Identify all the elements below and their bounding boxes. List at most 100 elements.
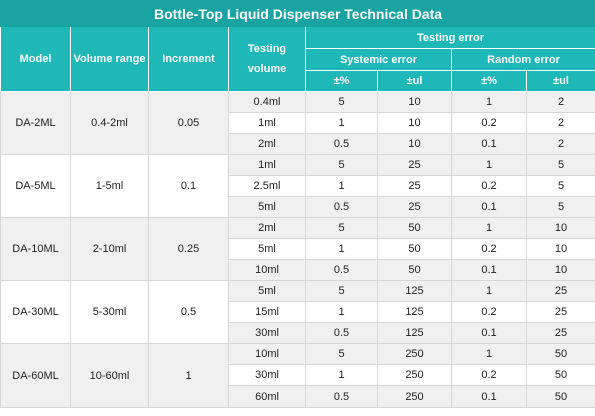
random-ul-cell: 2 [525,112,595,134]
systemic-ul-cell: 125 [377,280,452,302]
table-row: DA-2ML 0.4-2ml 0.05 0.4ml 5 10 1 2 [0,91,595,155]
increment-cell: 0.05 [148,91,229,155]
systemic-ul-cell: 10 [377,112,452,134]
random-ul-cell: 50 [525,385,595,408]
random-pct-cell: 1 [451,217,527,239]
header-random-error: Random error [450,48,595,71]
increment-cell: 0.5 [148,280,229,344]
header-systemic-ul: ±ul [377,70,452,92]
random-pct-cell: 0.2 [451,112,527,134]
random-pct-cell: 0.2 [451,175,527,197]
random-ul-cell: 5 [525,196,595,218]
volume-range-cell: 5-30ml [70,280,149,344]
header-systemic-pct: ±% [305,70,378,92]
random-pct-cell: 0.1 [451,322,527,344]
table-row: 30ml 1 250 0.2 50 [1,364,595,386]
testing-volume-cell: 5ml [228,280,306,302]
random-pct-cell: 0.1 [451,196,527,218]
systemic-pct-cell: 1 [305,301,378,323]
model-cell: DA-5ML [0,154,71,218]
systemic-ul-cell: 25 [377,175,452,197]
random-ul-cell: 25 [525,301,595,323]
systemic-pct-cell: 5 [305,217,378,239]
systemic-pct-cell: 0.5 [305,259,378,281]
random-ul-cell: 25 [525,280,595,302]
systemic-pct-cell: 1 [305,175,378,197]
random-pct-cell: 0.2 [451,364,527,386]
random-ul-cell: 2 [525,133,595,155]
random-pct-cell: 1 [451,154,527,176]
random-pct-cell: 0.2 [451,238,527,260]
testing-volume-cell: 30ml [228,364,306,386]
volume-range-cell: 0.4-2ml [70,91,149,155]
systemic-pct-cell: 0.5 [305,385,378,408]
testing-volume-cell: 5ml [228,238,306,260]
systemic-ul-cell: 25 [377,154,452,176]
random-pct-cell: 1 [451,91,527,113]
testing-volume-cell: 2ml [228,133,306,155]
testing-volume-cell: 1ml [228,112,306,134]
model-cell: DA-60ML [0,343,71,408]
systemic-pct-cell: 5 [305,154,378,176]
random-pct-cell: 0.1 [451,385,527,408]
systemic-ul-cell: 125 [377,322,452,344]
testing-volume-cell: 0.4ml [228,91,306,113]
random-ul-cell: 5 [525,175,595,197]
systemic-ul-cell: 50 [377,238,452,260]
testing-volume-cell: 2ml [228,217,306,239]
random-ul-cell: 10 [525,259,595,281]
volume-range-cell: 2-10ml [70,217,149,281]
table-row: DA-30ML 5-30ml 0.5 5ml 5 125 1 25 [0,280,595,344]
volume-range-cell: 1-5ml [70,154,149,218]
table-title: Bottle-Top Liquid Dispenser Technical Da… [0,0,595,27]
random-pct-cell: 1 [451,280,527,302]
increment-cell: 1 [148,343,229,408]
systemic-ul-cell: 10 [377,91,452,113]
systemic-pct-cell: 1 [305,238,378,260]
testing-volume-cell: 1ml [228,154,306,176]
header-increment-label: Increment [162,53,215,65]
systemic-ul-cell: 50 [377,259,452,281]
table-row: 60ml 0.5 250 0.1 50 [1,385,595,408]
random-pct-cell: 0.1 [451,259,527,281]
header-random-ul: ±ul [525,70,595,92]
testing-volume-cell: 30ml [228,322,306,344]
header-systemic-error: Systemic error [305,48,452,71]
table-row: DA-10ML 2-10ml 0.25 2ml 5 50 1 10 [0,217,595,281]
header-random-pct: ±% [451,70,527,92]
testing-volume-cell: 15ml [228,301,306,323]
testing-volume-cell: 60ml [228,385,306,408]
table-row: 15ml 1 125 0.2 25 [1,301,595,323]
table-row: DA-5ML 1-5ml 0.1 1ml 5 25 1 5 [0,154,595,218]
random-pct-cell: 0.1 [451,133,527,155]
testing-volume-cell: 10ml [228,343,306,365]
systemic-pct-cell: 0.5 [305,133,378,155]
header-testing-volume: Testing volume [228,26,306,92]
testing-volume-cell: 5ml [228,196,306,218]
systemic-ul-cell: 125 [377,301,452,323]
systemic-pct-cell: 5 [305,91,378,113]
header-model: Model [0,26,71,92]
table-row: DA-60ML 10-60ml 1 10ml 5 250 1 50 [0,343,595,408]
header-testing-error: Testing error [304,26,595,49]
systemic-ul-cell: 10 [377,133,452,155]
systemic-pct-cell: 5 [305,343,378,365]
random-pct-cell: 1 [451,343,527,365]
systemic-pct-cell: 5 [305,280,378,302]
systemic-pct-cell: 0.5 [305,322,378,344]
table-row: 5ml 0.5 25 0.1 5 [1,196,595,218]
random-ul-cell: 10 [525,217,595,239]
systemic-ul-cell: 250 [377,343,452,365]
testing-volume-cell: 2.5ml [228,175,306,197]
volume-range-cell: 10-60ml [70,343,149,408]
increment-cell: 0.25 [148,217,229,281]
systemic-ul-cell: 25 [377,196,452,218]
systemic-ul-cell: 250 [377,385,452,408]
increment-cell: 0.1 [148,154,229,218]
model-cell: DA-10ML [0,217,71,281]
header-volume-range: Volume range [70,26,149,92]
random-ul-cell: 2 [525,91,595,113]
random-ul-cell: 10 [525,238,595,260]
systemic-ul-cell: 50 [377,217,452,239]
table-row: 2.5ml 1 25 0.2 5 [1,175,595,197]
